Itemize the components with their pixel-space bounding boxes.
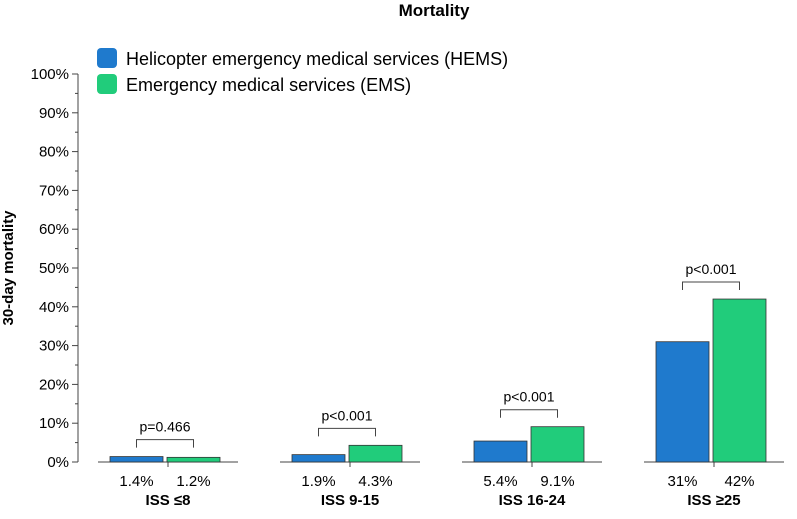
p-value-label: p<0.001 — [686, 261, 737, 277]
legend-swatch — [97, 74, 117, 94]
bar-value-label: 5.4% — [483, 473, 517, 490]
bar — [109, 456, 164, 463]
bar-value-label: 9.1% — [540, 473, 574, 490]
significance-bracket — [136, 439, 194, 448]
bar — [473, 440, 528, 463]
bar-value-label: 4.3% — [358, 473, 392, 490]
legend: Helicopter emergency medical services (H… — [97, 48, 508, 95]
bar-value-label: 42% — [724, 473, 754, 490]
bar-value-label: 1.4% — [119, 473, 153, 490]
y-tick-label: 20% — [39, 376, 69, 393]
chart-title: Mortality — [399, 1, 470, 20]
y-tick-label: 50% — [39, 260, 69, 277]
x-category-label: ISS ≥25 — [687, 492, 740, 509]
p-value-label: p<0.001 — [322, 407, 373, 423]
y-axis-ticks: 0% 10% 20% 30% 40% 50% 60% 70% 80% 90% 100% — [31, 66, 78, 471]
significance-bracket — [682, 281, 740, 291]
y-tick-label: 80% — [39, 144, 69, 161]
legend-entry: Emergency medical services (EMS) — [126, 75, 411, 95]
legend-entry: Helicopter emergency medical services (H… — [126, 49, 508, 69]
significance-bracket — [500, 409, 558, 418]
bar-value-label: 1.9% — [301, 473, 335, 490]
bar — [291, 454, 346, 463]
y-tick-label: 90% — [39, 105, 69, 122]
p-value-label: p=0.466 — [140, 419, 191, 435]
y-tick-label: 0% — [47, 454, 69, 471]
significance-bracket — [318, 427, 376, 437]
p-value-label: p<0.001 — [504, 389, 555, 405]
bar — [712, 298, 767, 463]
p-value-brackets: p=0.466 p<0.001 p<0.001 p<0.001 — [136, 261, 740, 448]
bar-value-label: 1.2% — [176, 473, 210, 490]
bars: 1.4% 1.2% 1.9% 4.3% 5.4% 9.1% 31% 42% — [109, 298, 767, 490]
bar — [348, 444, 403, 463]
y-tick-label: 60% — [39, 221, 69, 238]
bar — [530, 426, 585, 463]
y-tick-label: 100% — [31, 66, 69, 83]
y-tick-label: 10% — [39, 415, 69, 432]
legend-swatch — [97, 48, 117, 68]
x-category-label: ISS 16-24 — [499, 492, 566, 509]
x-category-label: ISS 9-15 — [321, 492, 379, 509]
y-axis-label: 30-day mortality — [0, 210, 17, 326]
y-tick-label: 30% — [39, 338, 69, 355]
y-tick-label: 70% — [39, 182, 69, 199]
bar-value-label: 31% — [667, 473, 697, 490]
y-tick-label: 40% — [39, 299, 69, 316]
bar — [166, 456, 221, 463]
x-category-label: ISS ≤8 — [146, 492, 191, 509]
bar — [655, 341, 710, 463]
